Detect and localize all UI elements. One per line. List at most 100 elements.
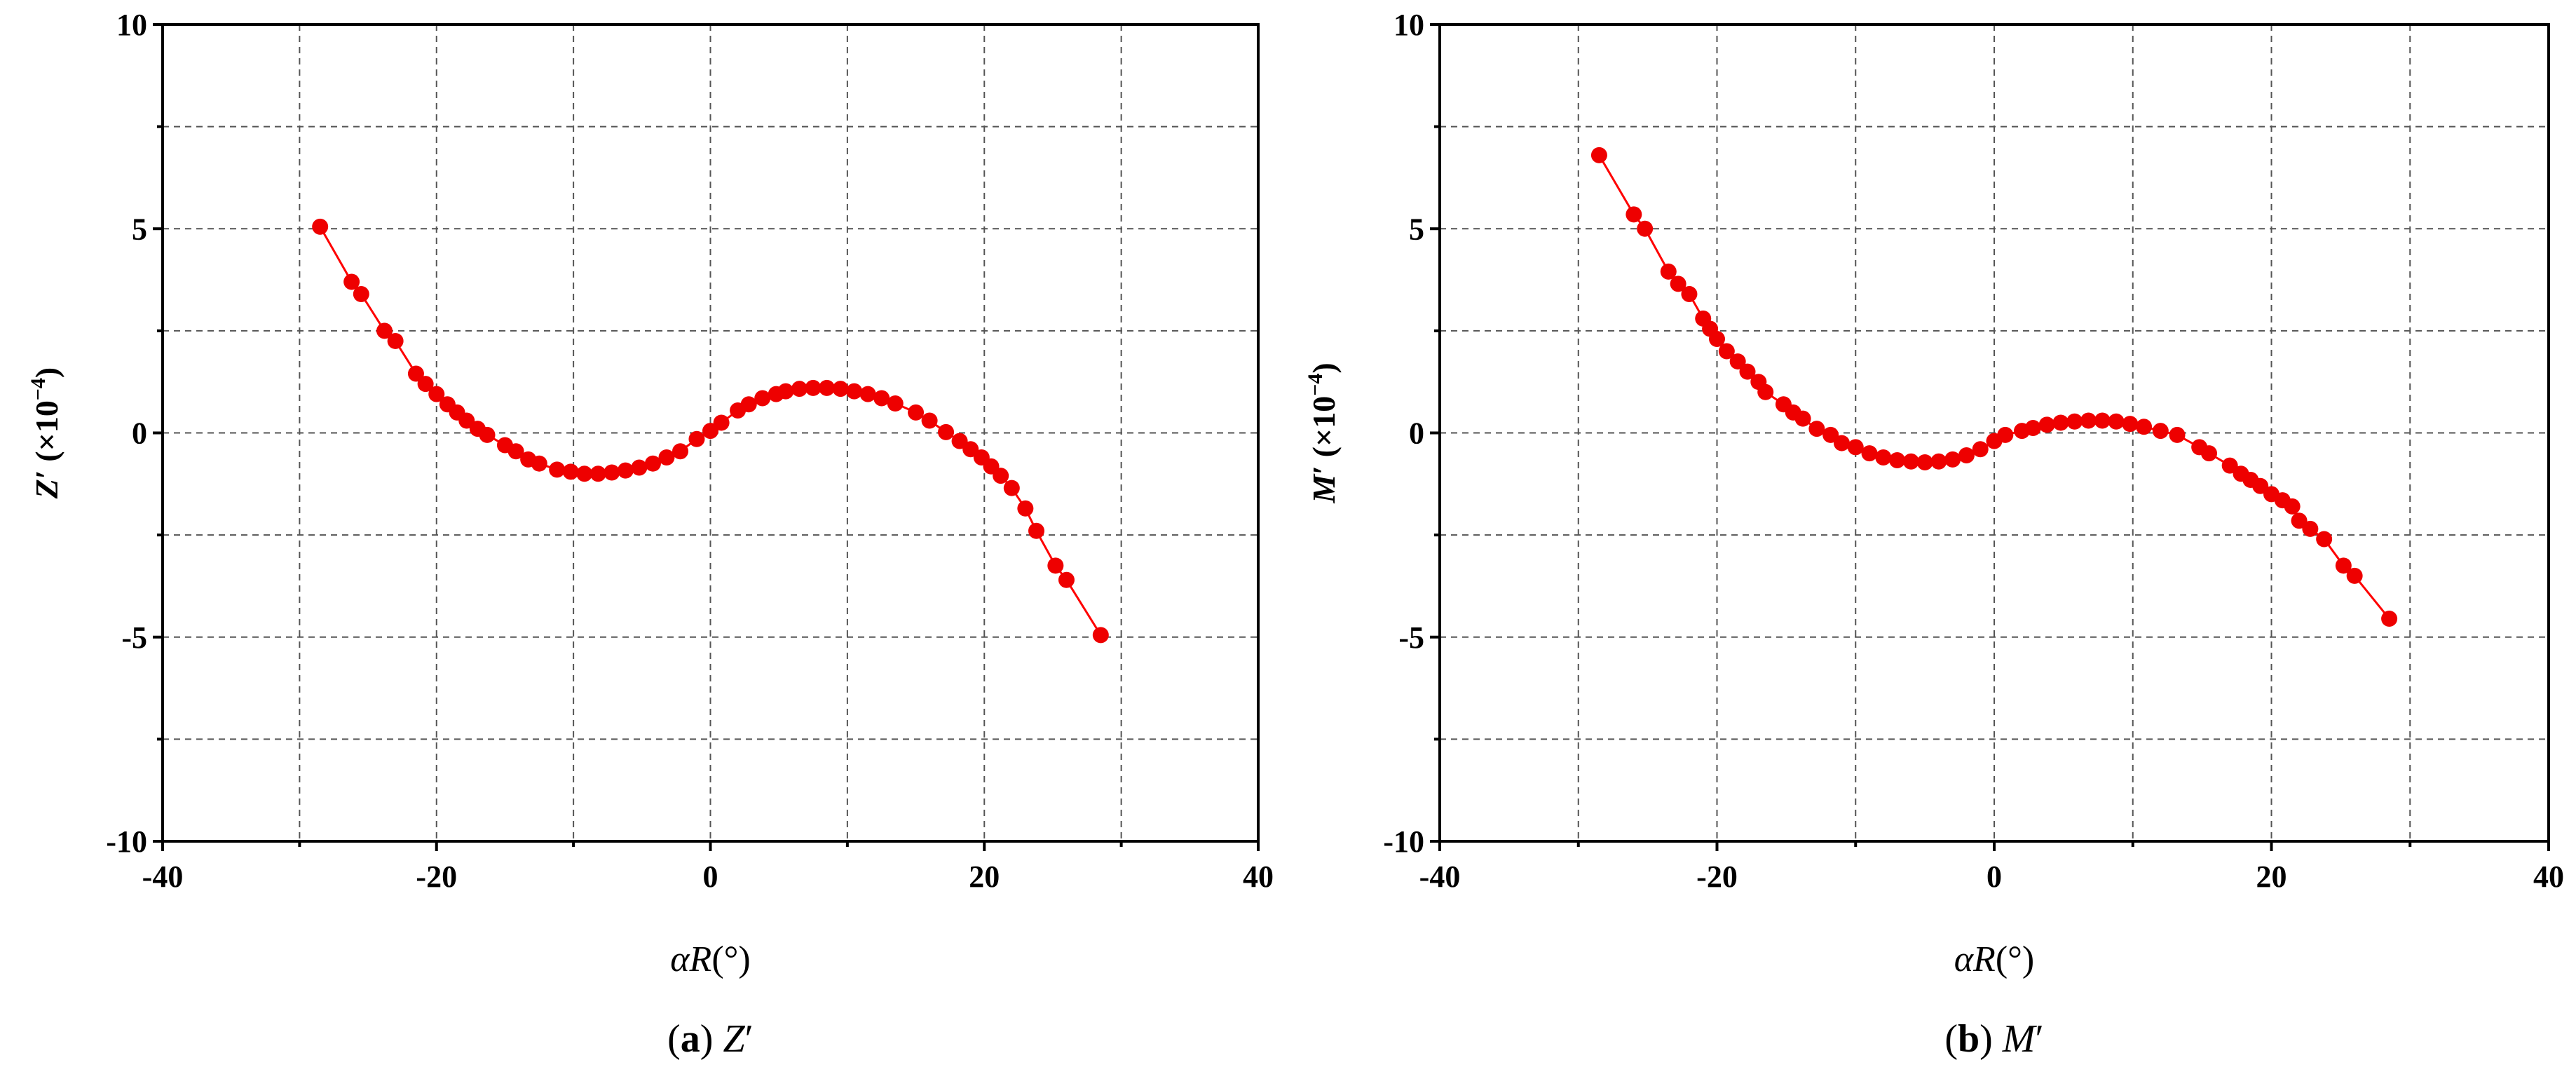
data-point xyxy=(921,412,938,429)
data-point xyxy=(702,423,718,440)
data-point xyxy=(2024,420,2041,437)
data-point xyxy=(2201,445,2218,462)
data-point xyxy=(2316,531,2333,548)
x-axis-title-symbol: αR xyxy=(1954,939,1996,979)
data-point xyxy=(479,426,496,443)
data-point xyxy=(832,381,849,397)
data-point xyxy=(938,423,955,440)
caption-letter: b xyxy=(1958,1017,1979,1061)
data-point xyxy=(791,381,807,397)
x-axis-title-symbol: αR xyxy=(670,939,711,979)
x-axis-title: αR(°) xyxy=(1954,939,2035,979)
data-point xyxy=(2284,498,2301,515)
data-point xyxy=(1709,331,1725,348)
data-point xyxy=(846,383,863,400)
data-point xyxy=(1822,426,1839,443)
y-tick-label: 10 xyxy=(1393,8,1424,42)
data-point xyxy=(1058,571,1075,588)
data-point xyxy=(2136,419,2153,435)
data-point xyxy=(2335,557,2352,574)
data-point xyxy=(2291,512,2308,529)
data-point xyxy=(1729,353,1746,370)
data-point xyxy=(1670,276,1686,292)
x-tick-label: 20 xyxy=(969,859,1000,894)
y-axis-title-close: ) xyxy=(1306,362,1342,373)
caption-paren-open: ( xyxy=(1944,1017,1958,1061)
data-point xyxy=(1637,220,1654,237)
data-point xyxy=(805,379,822,396)
data-point xyxy=(2094,412,2111,429)
data-point xyxy=(2122,416,2139,433)
x-tick-label: -20 xyxy=(416,859,457,894)
data-point xyxy=(1739,363,1756,380)
data-point xyxy=(672,443,689,460)
data-point xyxy=(407,365,424,382)
data-point xyxy=(604,464,620,481)
x-axis-title: αR(°) xyxy=(670,939,751,979)
x-tick-label: -40 xyxy=(1419,859,1461,894)
data-point xyxy=(1833,435,1850,451)
data-point xyxy=(1808,421,1825,437)
data-point xyxy=(2052,414,2069,431)
data-point xyxy=(1017,500,1034,517)
data-point xyxy=(1889,452,1906,469)
x-tick-label: 0 xyxy=(1986,859,2002,894)
caption-symbol: M xyxy=(2002,1017,2038,1061)
data-point xyxy=(1944,451,1961,468)
data-point xyxy=(993,468,1009,484)
data-point xyxy=(1997,426,2014,443)
data-point xyxy=(962,441,979,458)
y-tick-label: -10 xyxy=(1383,824,1424,859)
data-point xyxy=(1718,343,1735,360)
data-point xyxy=(1861,445,1878,462)
x-tick-label: 20 xyxy=(2256,859,2287,894)
y-axis-title-factor: ′ (×10 xyxy=(29,400,64,479)
data-point xyxy=(887,395,904,412)
caption-paren-close: ) xyxy=(700,1017,723,1061)
y-axis-title-exponent: −4 xyxy=(1304,374,1327,396)
y-axis-title: M′ (×10−4) xyxy=(1304,362,1342,503)
data-point xyxy=(688,430,705,447)
data-point xyxy=(576,465,593,482)
data-point xyxy=(859,386,876,402)
data-point xyxy=(631,459,648,476)
data-point xyxy=(2169,426,2186,443)
data-point xyxy=(1660,263,1677,280)
x-tick-label: 40 xyxy=(2533,859,2564,894)
caption-letter: a xyxy=(681,1017,700,1061)
data-point xyxy=(873,390,890,407)
data-point xyxy=(312,218,329,235)
y-tick-label: 0 xyxy=(1409,416,1424,451)
x-tick-label: 40 xyxy=(1243,859,1274,894)
data-point xyxy=(549,461,566,478)
caption-prime: ′ xyxy=(2035,1017,2043,1061)
data-point xyxy=(1681,285,1698,302)
y-axis-title-symbol: M xyxy=(1306,473,1342,504)
caption-symbol: Z xyxy=(723,1017,745,1061)
data-point xyxy=(2221,457,2238,474)
data-point xyxy=(1092,627,1109,644)
data-point xyxy=(2346,567,2363,584)
data-point xyxy=(1916,454,1933,470)
data-point xyxy=(908,404,925,421)
data-point xyxy=(2252,477,2269,494)
y-tick-label: 5 xyxy=(1409,212,1424,246)
y-axis-title-exponent: −4 xyxy=(27,378,50,400)
data-point xyxy=(2038,416,2055,433)
data-point xyxy=(1875,449,1892,465)
data-point xyxy=(507,443,524,460)
data-point xyxy=(617,462,634,479)
data-point xyxy=(2152,423,2169,440)
data-point xyxy=(1847,439,1864,456)
data-point xyxy=(658,449,675,465)
caption-prime: ′ xyxy=(745,1017,754,1061)
data-point xyxy=(1902,453,1919,470)
data-point xyxy=(562,463,579,480)
x-tick-label: -20 xyxy=(1696,859,1738,894)
data-point xyxy=(458,412,475,429)
data-point xyxy=(1003,480,1020,496)
x-axis-title-unit: (°) xyxy=(711,939,750,979)
data-point xyxy=(2302,520,2319,537)
